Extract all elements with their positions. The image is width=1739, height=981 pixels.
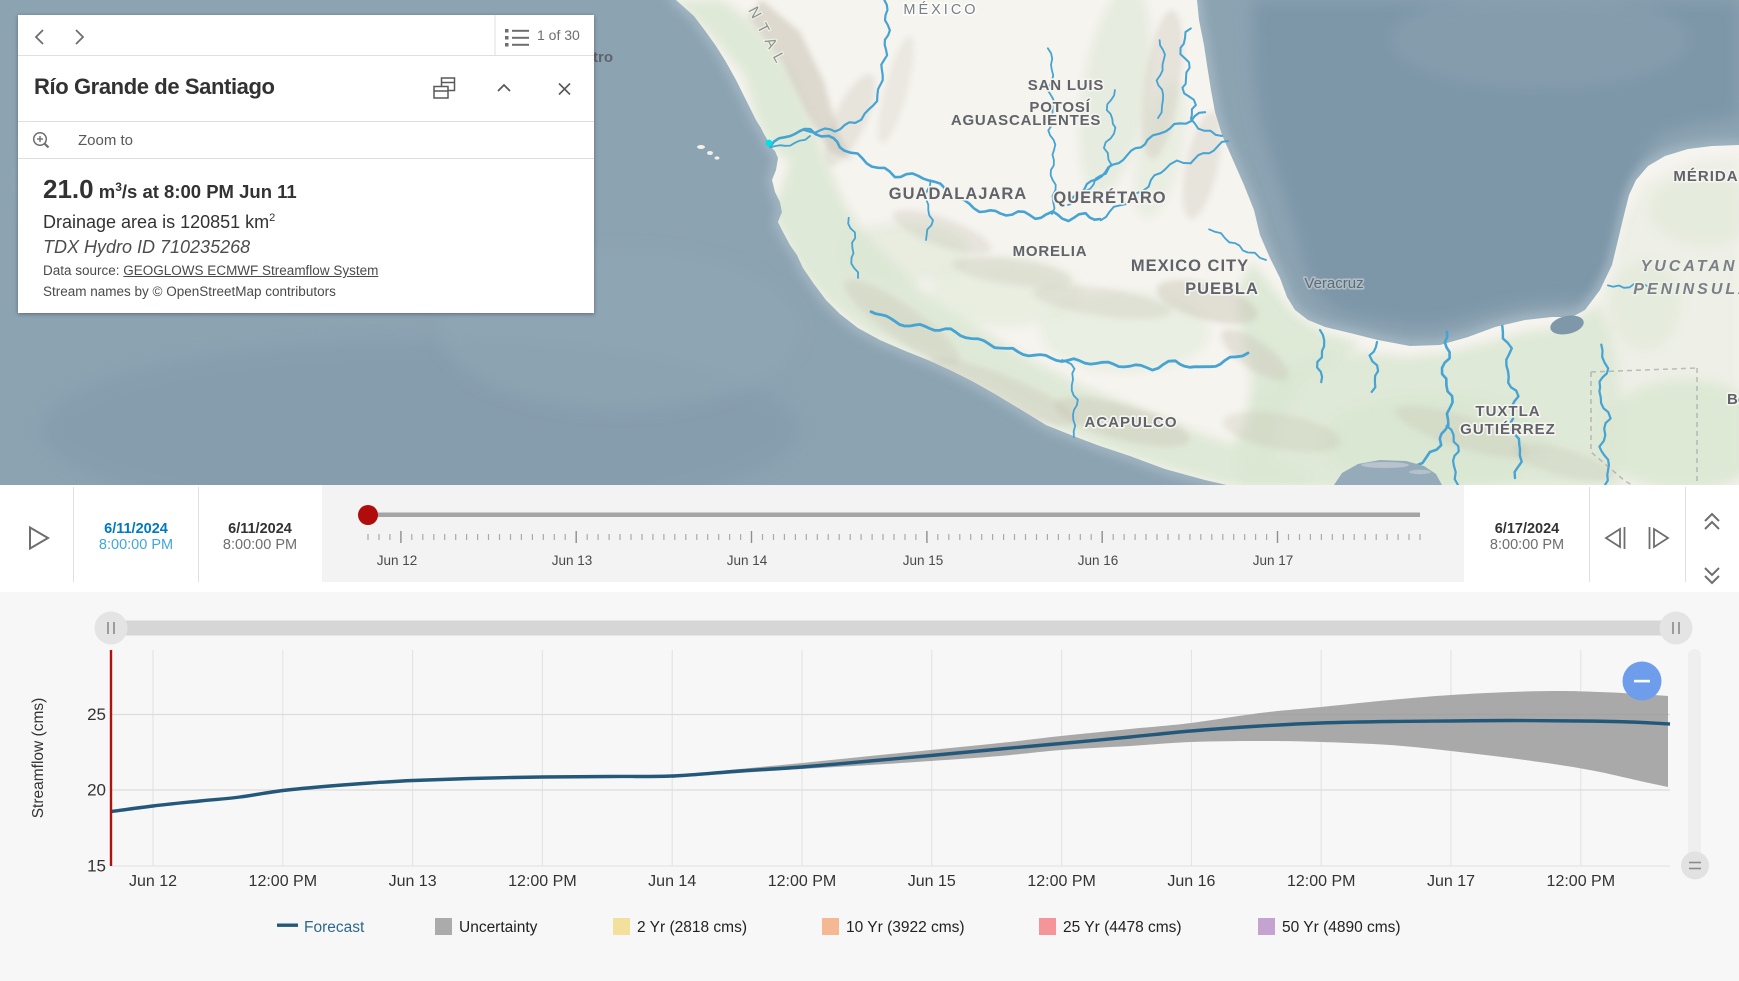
svg-text:Veracruz: Veracruz	[1304, 275, 1363, 292]
svg-text:12:00 PM: 12:00 PM	[1547, 873, 1615, 890]
svg-text:2 Yr (2818 cms): 2 Yr (2818 cms)	[637, 919, 747, 936]
svg-text:Uncertainty: Uncertainty	[459, 919, 538, 936]
svg-text:50 Yr (4890 cms): 50 Yr (4890 cms)	[1282, 919, 1401, 936]
svg-text:Jun 12: Jun 12	[129, 873, 177, 890]
svg-text:ACAPULCO: ACAPULCO	[1085, 414, 1178, 431]
svg-text:6/11/2024: 6/11/2024	[228, 521, 292, 537]
svg-text:12:00 PM: 12:00 PM	[249, 873, 317, 890]
svg-text:12:00 PM: 12:00 PM	[768, 873, 836, 890]
svg-text:GUADALAJARA: GUADALAJARA	[889, 185, 1027, 203]
svg-text:10 Yr (3922 cms): 10 Yr (3922 cms)	[846, 919, 965, 936]
svg-text:Jun 12: Jun 12	[377, 553, 418, 568]
svg-text:tro: tro	[593, 49, 613, 66]
svg-text:MÉXICO: MÉXICO	[903, 1, 978, 18]
svg-text:12:00 PM: 12:00 PM	[1027, 873, 1095, 890]
svg-text:Jun 14: Jun 14	[727, 553, 768, 568]
svg-text:PENINSULA: PENINSULA	[1633, 281, 1739, 298]
svg-text:Jun 15: Jun 15	[908, 873, 956, 890]
svg-text:Streamflow (cms): Streamflow (cms)	[30, 698, 47, 819]
svg-text:POTOSÍ: POTOSÍ	[1029, 99, 1090, 116]
svg-text:6/17/2024: 6/17/2024	[1495, 521, 1560, 537]
svg-text:PUEBLA: PUEBLA	[1185, 280, 1259, 298]
svg-text:MÉRIDA: MÉRIDA	[1673, 168, 1738, 185]
svg-text:6/11/2024: 6/11/2024	[104, 521, 168, 537]
svg-text:25 Yr (4478 cms): 25 Yr (4478 cms)	[1063, 919, 1182, 936]
svg-text:Be: Be	[1727, 391, 1739, 408]
svg-text:Jun 17: Jun 17	[1253, 553, 1294, 568]
svg-text:MORELIA: MORELIA	[1013, 243, 1088, 260]
svg-text:Jun 13: Jun 13	[389, 873, 437, 890]
svg-text:Jun 16: Jun 16	[1167, 873, 1215, 890]
svg-text:20: 20	[87, 781, 106, 800]
svg-text:Jun 14: Jun 14	[648, 873, 696, 890]
svg-text:GUTIÉRREZ: GUTIÉRREZ	[1460, 421, 1556, 438]
svg-text:TUXTLA: TUXTLA	[1475, 403, 1540, 420]
svg-text:SAN LUIS: SAN LUIS	[1028, 77, 1104, 94]
svg-text:12:00 PM: 12:00 PM	[508, 873, 576, 890]
svg-text:15: 15	[87, 857, 106, 876]
svg-text:Jun 13: Jun 13	[552, 553, 593, 568]
svg-text:8:00:00 PM: 8:00:00 PM	[223, 537, 297, 553]
svg-text:Jun 16: Jun 16	[1078, 553, 1119, 568]
svg-text:8:00:00 PM: 8:00:00 PM	[1490, 537, 1564, 553]
svg-text:MEXICO CITY: MEXICO CITY	[1131, 257, 1249, 275]
svg-text:Jun 15: Jun 15	[903, 553, 944, 568]
svg-text:8:00:00 PM: 8:00:00 PM	[99, 537, 173, 553]
svg-text:Forecast: Forecast	[304, 919, 365, 936]
svg-text:25: 25	[87, 705, 106, 724]
svg-text:12:00 PM: 12:00 PM	[1287, 873, 1355, 890]
svg-text:AGUASCALIENTES: AGUASCALIENTES	[951, 112, 1101, 129]
svg-text:YUCATAN: YUCATAN	[1641, 258, 1738, 275]
svg-text:Jun 17: Jun 17	[1427, 873, 1475, 890]
svg-text:QUERÉTARO: QUERÉTARO	[1053, 188, 1166, 207]
